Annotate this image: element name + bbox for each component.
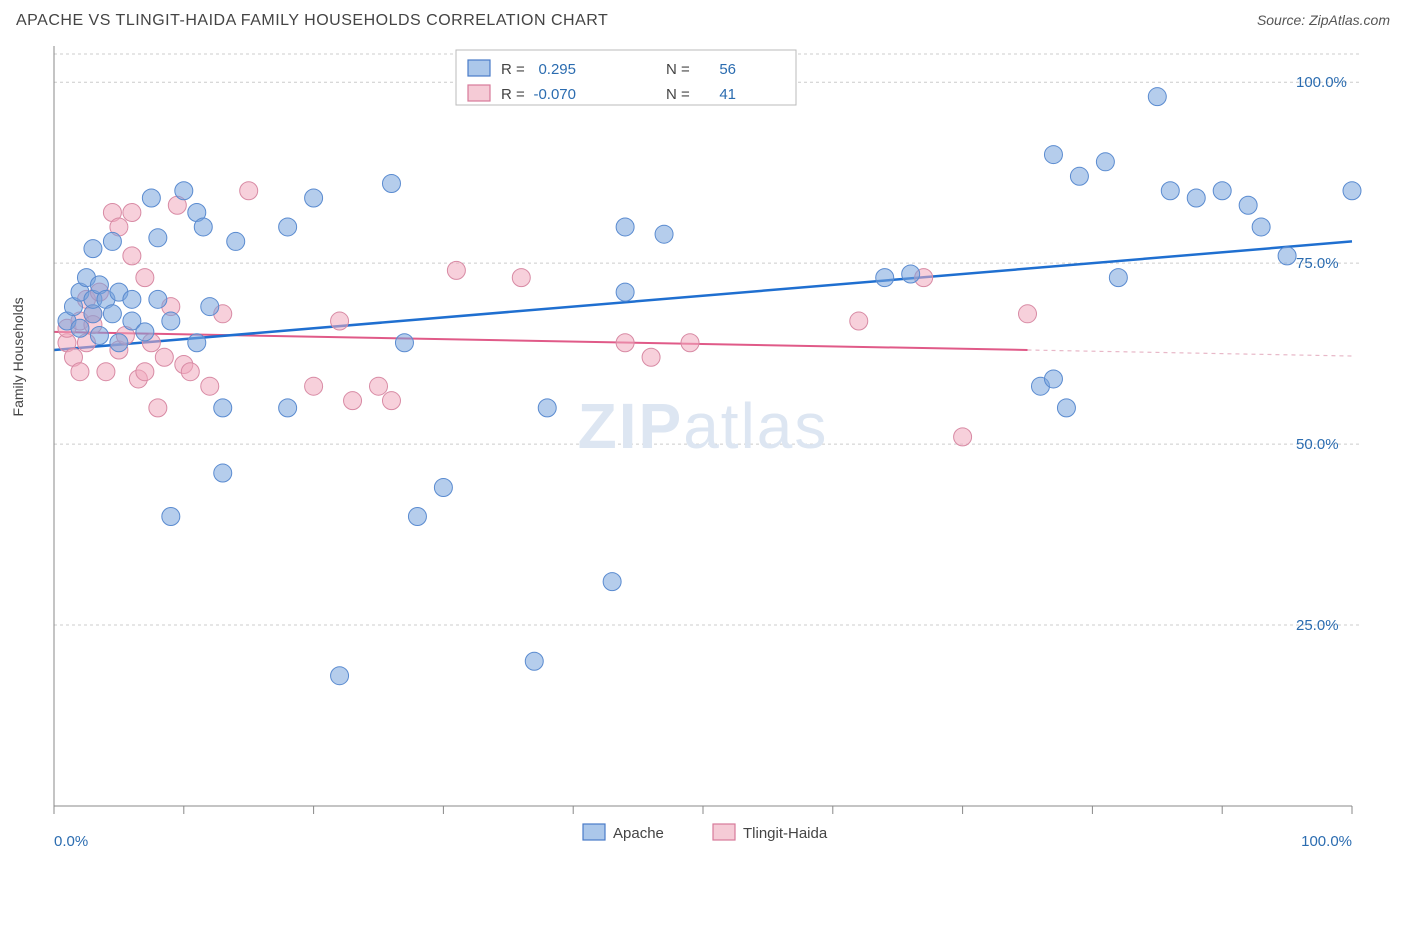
data-point	[538, 399, 556, 417]
data-point	[876, 269, 894, 287]
data-point	[1109, 269, 1127, 287]
data-point	[103, 232, 121, 250]
chart-title: APACHE VS TLINGIT-HAIDA FAMILY HOUSEHOLD…	[16, 12, 608, 30]
data-point	[136, 363, 154, 381]
data-point	[331, 667, 349, 685]
data-point	[162, 507, 180, 525]
data-point	[1343, 182, 1361, 200]
data-point	[395, 334, 413, 352]
svg-text:100.0%: 100.0%	[1301, 833, 1352, 850]
data-point	[175, 182, 193, 200]
svg-text:-0.070: -0.070	[533, 86, 576, 103]
data-point	[201, 298, 219, 316]
data-point	[344, 392, 362, 410]
y-axis-label: Family Households	[10, 297, 26, 416]
svg-text:ZIPatlas: ZIPatlas	[578, 390, 829, 462]
svg-text:N =: N =	[666, 86, 690, 103]
svg-text:R =: R =	[501, 61, 525, 78]
data-point	[71, 363, 89, 381]
data-point	[194, 218, 212, 236]
svg-text:N =: N =	[666, 61, 690, 78]
data-point	[1239, 196, 1257, 214]
data-point	[1161, 182, 1179, 200]
data-point	[616, 283, 634, 301]
data-point	[149, 290, 167, 308]
data-point	[103, 305, 121, 323]
data-point	[305, 377, 323, 395]
data-point	[525, 652, 543, 670]
data-point	[142, 189, 160, 207]
data-point	[655, 225, 673, 243]
data-point	[214, 399, 232, 417]
data-point	[279, 218, 297, 236]
data-point	[1148, 88, 1166, 106]
data-point	[603, 573, 621, 591]
svg-text:25.0%: 25.0%	[1296, 617, 1339, 634]
svg-text:0.0%: 0.0%	[54, 833, 88, 850]
data-point	[162, 312, 180, 330]
data-point	[1019, 305, 1037, 323]
data-point	[616, 334, 634, 352]
data-point	[902, 265, 920, 283]
data-point	[97, 363, 115, 381]
data-point	[512, 269, 530, 287]
data-point	[1044, 146, 1062, 164]
svg-text:41: 41	[719, 86, 736, 103]
data-point	[201, 377, 219, 395]
data-point	[1057, 399, 1075, 417]
data-point	[149, 399, 167, 417]
data-point	[90, 327, 108, 345]
data-point	[188, 334, 206, 352]
data-point	[110, 334, 128, 352]
data-point	[382, 392, 400, 410]
svg-text:56: 56	[719, 61, 736, 78]
svg-text:Tlingit-Haida: Tlingit-Haida	[743, 825, 828, 842]
data-point	[181, 363, 199, 381]
data-point	[1213, 182, 1231, 200]
data-point	[434, 479, 452, 497]
data-point	[279, 399, 297, 417]
data-point	[681, 334, 699, 352]
data-point	[240, 182, 258, 200]
data-point	[305, 189, 323, 207]
data-point	[136, 269, 154, 287]
data-point	[1096, 153, 1114, 171]
data-point	[954, 428, 972, 446]
data-point	[850, 312, 868, 330]
data-point	[123, 290, 141, 308]
data-point	[1070, 167, 1088, 185]
svg-text:50.0%: 50.0%	[1296, 436, 1339, 453]
svg-text:Apache: Apache	[613, 825, 664, 842]
data-point	[331, 312, 349, 330]
correlation-scatter-chart: ZIPatlas 0.0% 100.0% 25.0% 50.0% 75.0% 100.0% R…	[16, 36, 1390, 916]
data-point	[382, 175, 400, 193]
data-point	[123, 203, 141, 221]
data-point	[1278, 247, 1296, 265]
data-point	[136, 323, 154, 341]
svg-text:0.295: 0.295	[538, 61, 576, 78]
data-point	[1252, 218, 1270, 236]
data-point	[123, 247, 141, 265]
data-point	[155, 348, 173, 366]
data-point	[1044, 370, 1062, 388]
data-point	[642, 348, 660, 366]
data-point	[149, 229, 167, 247]
series-legend: Apache Tlingit-Haida	[583, 824, 828, 842]
source-label: Source: ZipAtlas.com	[1257, 12, 1390, 28]
svg-text:R =: R =	[501, 86, 525, 103]
data-point	[214, 464, 232, 482]
svg-text:75.0%: 75.0%	[1296, 255, 1339, 272]
data-point	[227, 232, 245, 250]
data-point	[616, 218, 634, 236]
data-point	[71, 319, 89, 337]
data-point	[408, 507, 426, 525]
data-point	[84, 240, 102, 258]
data-point	[447, 261, 465, 279]
svg-text:100.0%: 100.0%	[1296, 74, 1347, 91]
data-point	[370, 377, 388, 395]
data-point	[1187, 189, 1205, 207]
